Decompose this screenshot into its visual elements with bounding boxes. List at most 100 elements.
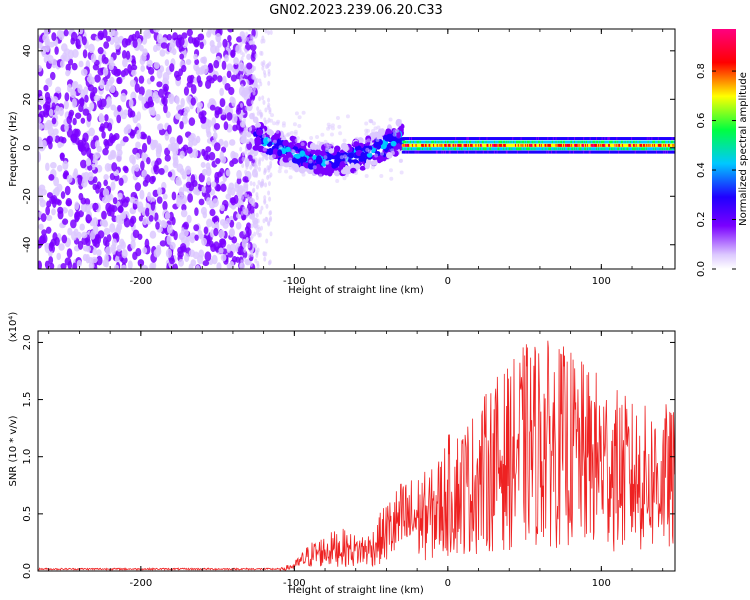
heatmap-cell bbox=[75, 112, 82, 119]
heatmap-cell bbox=[197, 230, 203, 239]
heatmap-cell bbox=[103, 179, 108, 187]
heatmap-cell bbox=[184, 253, 190, 263]
heatmap-cell bbox=[241, 151, 245, 157]
heatmap-cell bbox=[269, 30, 273, 36]
heatmap-cell bbox=[136, 129, 141, 140]
heatmap-cell bbox=[219, 87, 224, 97]
heatmap-cell bbox=[206, 197, 211, 206]
heatmap-cell bbox=[117, 192, 123, 200]
spectrogram-frame bbox=[37, 28, 676, 270]
heatmap-cell bbox=[85, 214, 92, 224]
heatmap-cell bbox=[132, 203, 138, 210]
heatmap-cell bbox=[286, 151, 292, 158]
heatmap-cell bbox=[390, 150, 395, 155]
heatmap-cell bbox=[111, 238, 117, 247]
heatmap-cell bbox=[101, 130, 106, 139]
heatmap-cell bbox=[116, 114, 122, 124]
heatmap-cell bbox=[399, 158, 404, 163]
heatmap-cell bbox=[313, 167, 321, 175]
heatmap-cell bbox=[268, 259, 272, 265]
heatmap-cell bbox=[209, 240, 214, 248]
heatmap-cell bbox=[138, 86, 145, 96]
heatmap-cell bbox=[81, 236, 88, 246]
heatmap-cell bbox=[45, 205, 51, 216]
heatmap-cell bbox=[208, 98, 216, 105]
heatmap-cell bbox=[79, 223, 85, 231]
heatmap-cell bbox=[213, 123, 221, 130]
heatmap-cell bbox=[122, 136, 129, 143]
heatmap-cell bbox=[326, 153, 332, 161]
heatmap-cell bbox=[233, 194, 239, 205]
heatmap-cell bbox=[45, 162, 50, 171]
heatmap-cell bbox=[81, 231, 88, 239]
heatmap-cell bbox=[142, 179, 149, 187]
heatmap-cell bbox=[225, 217, 231, 224]
heatmap-cell bbox=[160, 42, 168, 49]
heatmap-cell bbox=[229, 228, 235, 238]
heatmap-cell bbox=[218, 229, 225, 238]
heatmap-cell bbox=[278, 145, 283, 150]
heatmap-cell bbox=[47, 126, 54, 136]
heatmap-cell bbox=[146, 191, 152, 202]
heatmap-cell bbox=[263, 195, 267, 201]
heatmap-cell bbox=[63, 100, 69, 110]
heatmap-cell bbox=[242, 117, 246, 123]
heatmap-cell bbox=[258, 109, 262, 115]
heatmap-cell bbox=[143, 29, 150, 37]
heatmap-cell bbox=[109, 85, 116, 94]
heatmap-cell bbox=[250, 223, 254, 229]
heatmap-cell bbox=[49, 71, 56, 81]
heatmap-cell bbox=[85, 157, 92, 167]
heatmap-cell bbox=[120, 256, 128, 264]
heatmap-cell bbox=[130, 64, 138, 71]
heatmap-cell bbox=[315, 156, 323, 165]
heatmap-cell bbox=[353, 141, 360, 147]
heatmap-cell bbox=[159, 49, 166, 57]
heatmap-cell bbox=[247, 253, 251, 259]
heatmap-cell bbox=[54, 236, 60, 247]
heatmap-cell bbox=[262, 134, 267, 139]
heatmap-cell bbox=[118, 177, 124, 186]
heatmap-cell bbox=[222, 75, 227, 86]
snr-x-tick-label: -100 bbox=[283, 578, 306, 589]
heatmap-cell bbox=[70, 89, 77, 99]
snr-y-tick-label: 2.0 bbox=[22, 334, 33, 350]
heatmap-cell bbox=[275, 129, 280, 134]
heatmap-cell bbox=[96, 255, 103, 266]
heatmap-cell bbox=[44, 101, 51, 110]
heatmap-cell bbox=[290, 148, 295, 153]
heatmap-cell bbox=[227, 35, 232, 42]
heatmap-cell bbox=[46, 214, 53, 222]
heatmap-cell bbox=[150, 109, 157, 116]
heatmap-cell bbox=[247, 243, 251, 249]
heatmap-cell bbox=[370, 165, 375, 170]
heatmap-cell bbox=[135, 247, 142, 257]
heatmap-cell bbox=[265, 203, 269, 209]
heatmap-cell bbox=[359, 165, 366, 171]
heatmap-cell bbox=[256, 224, 260, 230]
heatmap-cell bbox=[247, 74, 253, 82]
heatmap-cell bbox=[165, 111, 171, 119]
heatmap-cell bbox=[183, 86, 190, 96]
heatmap-cell bbox=[245, 236, 249, 242]
heatmap-cell bbox=[109, 223, 116, 233]
heatmap-cell bbox=[190, 174, 196, 184]
heatmap-cell bbox=[259, 81, 263, 87]
heatmap-cell bbox=[373, 159, 378, 164]
colorbar-tick-label: 0.4 bbox=[696, 162, 707, 178]
heatmap-cell bbox=[204, 184, 212, 194]
heatmap-cell bbox=[364, 132, 369, 137]
heatmap-cell bbox=[169, 241, 176, 250]
heatmap-cell bbox=[239, 74, 243, 80]
heatmap-cell bbox=[239, 132, 243, 138]
heatmap-cell bbox=[292, 122, 297, 127]
heatmap-cell bbox=[62, 218, 69, 225]
heatmap-cell bbox=[258, 96, 262, 102]
heatmap-cell bbox=[48, 173, 55, 181]
heatmap-cell bbox=[241, 162, 245, 168]
heatmap-cell bbox=[255, 164, 259, 170]
heatmap-cell bbox=[80, 197, 87, 205]
heatmap-cell bbox=[70, 219, 77, 229]
heatmap-cell bbox=[149, 230, 157, 239]
heatmap-cell bbox=[43, 84, 49, 92]
